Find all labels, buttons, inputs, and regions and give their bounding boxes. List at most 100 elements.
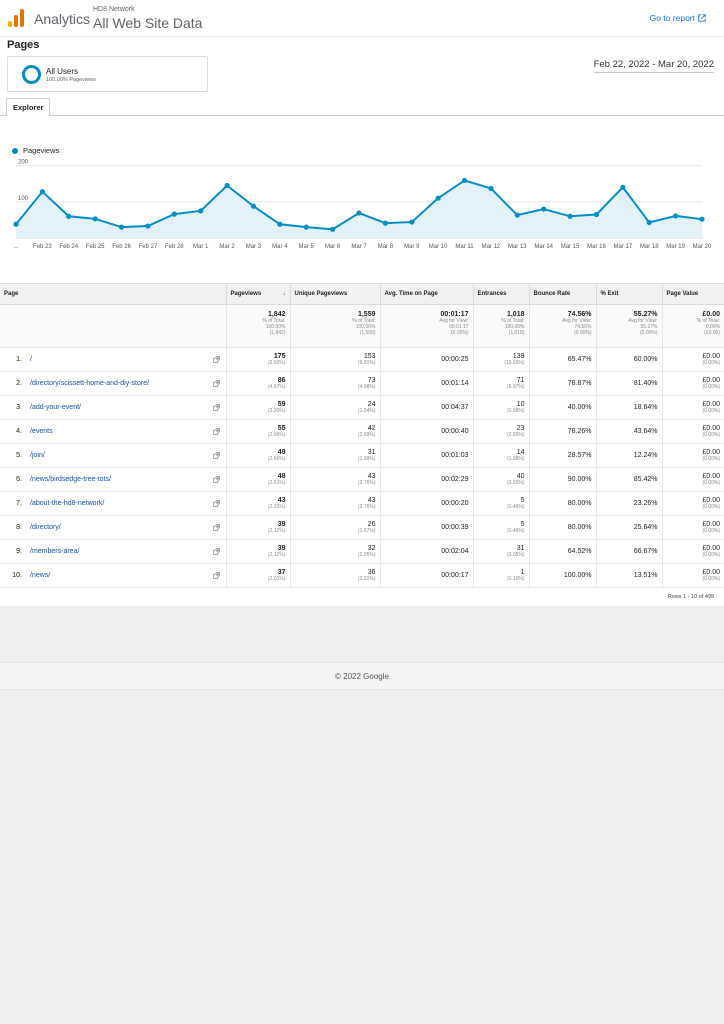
go-to-report-link[interactable]: Go to report [650, 13, 706, 23]
entrances-cell: 5 (0.49%) [472, 491, 529, 516]
exit-cell: 13.51% [595, 563, 662, 588]
page-cell: 7. /about-the-hd8-network/ [0, 491, 226, 516]
x-tick-label: Mar 19 [666, 244, 685, 250]
col-avg-time[interactable]: Avg. Time on Page [379, 283, 473, 305]
open-page-icon[interactable] [212, 524, 220, 531]
x-tick-label: Mar 20 [693, 244, 712, 250]
cell-value: 00:04:37 [441, 404, 469, 411]
page-cell: 5. /join/ [0, 443, 226, 468]
external-link-icon [698, 14, 706, 22]
entrances-cell: 5 (0.49%) [472, 515, 529, 540]
row-index: 6. [16, 476, 22, 483]
x-tick-label: Feb 26 [112, 244, 131, 250]
go-to-report-label: Go to report [649, 13, 695, 23]
x-tick-label: Mar 7 [351, 244, 367, 250]
cell-sub: (1,018) [508, 330, 525, 336]
cell-value: 25.64% [633, 524, 658, 531]
cell-sub: (0.00%) [702, 408, 720, 414]
page-link[interactable]: / [30, 356, 32, 363]
unique-pageviews-cell: 24 (1.54%) [289, 395, 380, 420]
unique-pageviews-cell: 43 (2.76%) [289, 467, 380, 492]
page-value-cell: £0.00 (0.00%) [661, 539, 724, 564]
cell-value: 78.87% [567, 380, 592, 387]
cell-value: 66.67% [633, 548, 658, 555]
col-entrances[interactable]: Entrances [472, 283, 529, 305]
cell-sub: (2.01%) [267, 576, 286, 582]
page-link[interactable]: /events [30, 428, 53, 435]
page-link[interactable]: /members-area/ [30, 548, 80, 555]
cell-value: 42 [367, 425, 376, 432]
open-page-icon[interactable] [212, 548, 220, 555]
page-link[interactable]: /directory/ [30, 524, 61, 531]
col-pageviews[interactable]: Pageviews ↓ [225, 283, 290, 305]
page-link[interactable]: /join/ [30, 452, 45, 459]
cell-value: 00:00:17 [441, 572, 469, 579]
page-link[interactable]: /news/ [30, 572, 51, 579]
col-exit[interactable]: % Exit [595, 283, 662, 305]
cell-value: 43 [367, 497, 376, 504]
segment-card[interactable]: All Users 100.00% Pageviews [7, 56, 208, 92]
data-point [593, 211, 600, 218]
account-name[interactable]: HD8 Network [93, 6, 135, 13]
open-page-icon[interactable] [212, 500, 220, 507]
data-point [541, 206, 547, 212]
cell-sub: (2.12%) [267, 528, 286, 534]
cell-value: 18.64% [633, 404, 658, 411]
totals-cell: 1,018% of Total: 100.00% (1,018) [472, 304, 529, 348]
cell-value: 49 [277, 449, 286, 456]
col-unique-pageviews[interactable]: Unique Pageviews [289, 283, 380, 305]
cell-value: 1,018 [506, 311, 525, 318]
bounce-rate-cell: 64.52% [528, 539, 596, 564]
page-value-cell: £0.00 (0.00%) [661, 515, 724, 540]
segment-name: All Users [46, 67, 79, 76]
col-bounce-rate[interactable]: Bounce Rate [528, 283, 596, 305]
open-page-icon[interactable] [212, 380, 220, 387]
open-page-icon[interactable] [212, 356, 220, 363]
unique-pageviews-cell: 43 (2.76%) [289, 491, 380, 516]
footer-copyright: © 2022 Google [335, 672, 389, 681]
cell-sub: (0.00%) [702, 528, 720, 534]
date-range-picker[interactable]: Feb 22, 2022 - Mar 20, 2022 [593, 59, 714, 73]
row-index: 3. [16, 404, 22, 411]
cell-sub: (0.00%) [702, 504, 720, 510]
page-link[interactable]: /add-your-event/ [30, 404, 81, 411]
open-page-icon[interactable] [212, 572, 220, 579]
avg-time-cell: 00:04:37 [379, 395, 473, 420]
x-tick-label: ... [13, 244, 18, 250]
page-link[interactable]: /about-the-hd8-network/ [30, 500, 105, 507]
cell-value: 26 [367, 521, 376, 528]
col-page[interactable]: Page [0, 283, 226, 305]
row-index: 8. [16, 524, 22, 531]
segment-sub: 100.00% Pageviews [46, 77, 96, 83]
sort-desc-icon: ↓ [282, 291, 286, 297]
open-page-icon[interactable] [212, 476, 220, 483]
page-link[interactable]: /directory/scissett-home-and-diy-store/ [30, 380, 150, 387]
entrances-cell: 10 (0.98%) [472, 395, 529, 420]
tab-explorer[interactable]: Explorer [6, 98, 51, 116]
cell-sub: (1.99%) [357, 456, 376, 462]
bounce-rate-cell: 80.00% [528, 515, 596, 540]
x-tick-label: Mar 14 [534, 244, 553, 250]
cell-sub: (2.26%) [506, 432, 525, 438]
x-tick-label: Mar 2 [219, 244, 235, 250]
col-page-value[interactable]: Page Value [661, 283, 724, 305]
rows-count: Rows 1 - 10 of 499 [667, 594, 714, 600]
open-page-icon[interactable] [212, 428, 220, 435]
cell-value: 80.00% [567, 524, 592, 531]
row-index: 1. [16, 356, 22, 363]
x-tick-label: Feb 27 [139, 244, 158, 250]
page-value-cell: £0.00 (0.00%) [661, 419, 724, 444]
cell-sub: (3.20%) [267, 408, 286, 414]
property-name[interactable]: All Web Site Data [93, 15, 203, 31]
legend-label: Pageviews [23, 146, 60, 155]
open-page-icon[interactable] [212, 404, 220, 411]
cell-sub: (2.31%) [357, 576, 376, 582]
unique-pageviews-cell: 73 (4.68%) [289, 371, 380, 396]
cell-sub: (3.05%) [506, 552, 525, 558]
y-tick-label: 200 [18, 160, 29, 166]
cell-sub: % of Total: [696, 318, 720, 324]
page-link[interactable]: /news/birdsedge-tree-tots/ [30, 476, 111, 483]
cell-value: 86 [277, 377, 286, 384]
cell-sub: (2.76%) [357, 480, 376, 486]
open-page-icon[interactable] [212, 452, 220, 459]
